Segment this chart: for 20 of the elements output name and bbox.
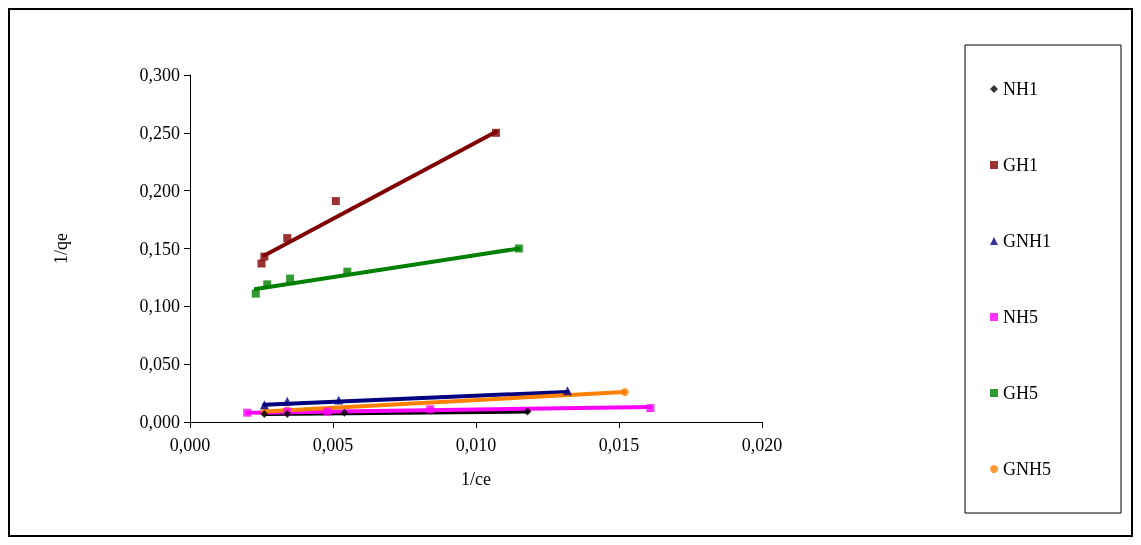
legend-label: NH5: [1003, 307, 1038, 327]
legend-label: NH1: [1003, 79, 1038, 99]
y-axis-title: 1/qe: [51, 233, 71, 264]
y-tick-label: 0,050: [139, 354, 180, 375]
x-tick-label: 0,015: [598, 435, 640, 455]
legend-label: GH5: [1003, 383, 1038, 403]
y-tick-label: 0,200: [139, 180, 180, 201]
y-tick-label: 0,000: [139, 412, 180, 432]
x-tick-label: 0,010: [455, 435, 497, 455]
legend-label: GH1: [1003, 155, 1038, 175]
y-tick-label: 0,250: [139, 122, 180, 143]
x-axis-title: 1/ce: [461, 469, 491, 489]
y-tick-label: 0,150: [139, 238, 180, 259]
x-tick-label: 0,005: [312, 435, 354, 455]
x-tick-label: 0,020: [741, 435, 783, 455]
x-tick-label: 0,000: [169, 435, 211, 455]
y-tick-label: 0,300: [139, 65, 180, 85]
legend-label: GNH1: [1003, 231, 1051, 251]
y-tick-label: 0,100: [139, 296, 180, 317]
legend-label: GNH5: [1003, 459, 1051, 479]
